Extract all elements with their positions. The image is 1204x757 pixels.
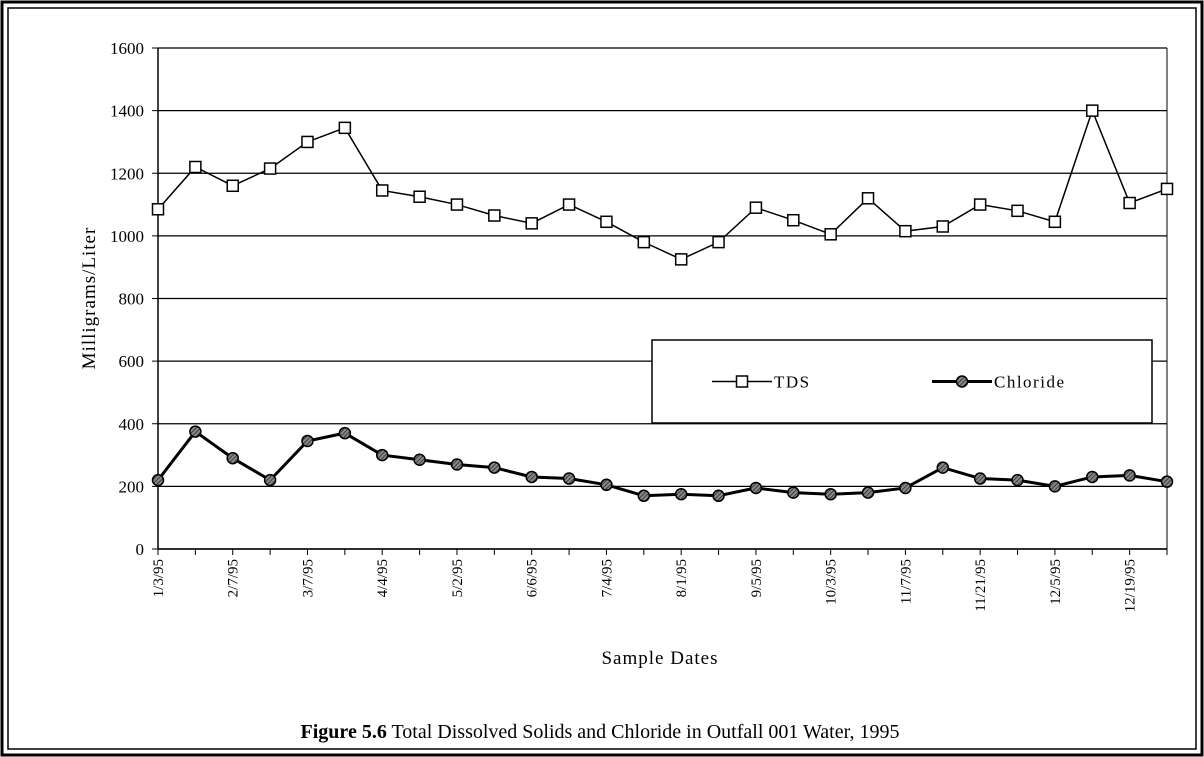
marker-circle	[525, 470, 538, 484]
x-tick-label: 12/5/95	[1048, 559, 1064, 605]
marker-square	[1048, 215, 1062, 229]
marker-circle	[973, 472, 987, 485]
marker-square	[861, 192, 875, 205]
marker-square	[375, 184, 389, 197]
y-tick-label: 200	[119, 477, 145, 496]
marker-circle	[1011, 473, 1024, 487]
marker-circle	[787, 486, 800, 499]
caption: Figure 5.6 Total Dissolved Solids and Ch…	[301, 721, 900, 743]
caption-label: Figure 5.6	[301, 721, 387, 743]
marker-square	[562, 198, 576, 211]
marker-square	[824, 228, 837, 241]
x-tick-label: 12/19/95	[1123, 559, 1139, 612]
marker-square	[1123, 196, 1136, 210]
marker-square	[787, 213, 800, 227]
marker-square	[712, 235, 725, 249]
marker-circle	[301, 434, 314, 448]
marker-square	[674, 253, 688, 266]
marker-circle	[824, 487, 837, 501]
x-tick-label: 8/1/95	[674, 559, 690, 597]
marker-square	[525, 217, 538, 230]
marker-square	[338, 121, 352, 135]
marker-circle	[899, 481, 912, 495]
caption-text: Total Dissolved Solids and Chloride in O…	[391, 721, 899, 743]
marker-circle	[413, 453, 426, 467]
legend-label: Chloride	[994, 373, 1066, 392]
marker-square	[189, 160, 202, 174]
marker-circle	[151, 473, 165, 487]
marker-square	[1160, 182, 1174, 196]
x-tick-label: 2/7/95	[226, 559, 242, 597]
series-line	[156, 429, 1168, 498]
x-tick-label: 1/3/95	[151, 559, 167, 597]
marker-circle	[375, 448, 389, 462]
marker-square	[600, 215, 613, 229]
marker-circle	[712, 489, 725, 503]
marker-square	[151, 203, 165, 216]
x-tick-label: 6/6/95	[525, 559, 541, 597]
marker-square	[450, 198, 464, 211]
marker-circle	[674, 487, 688, 501]
legend-marker	[735, 375, 749, 388]
marker-square	[973, 198, 987, 211]
y-tick-label: 1000	[110, 227, 144, 246]
marker-square	[899, 224, 912, 238]
y-axis-label: Milligrams/Liter	[79, 227, 100, 370]
x-tick-label: 11/7/95	[898, 559, 914, 604]
marker-square	[936, 220, 950, 233]
marker-square	[488, 209, 501, 222]
y-tick-label: 800	[119, 290, 145, 309]
marker-circle	[189, 425, 202, 438]
x-tick-label: 9/5/95	[749, 559, 765, 597]
marker-circle	[936, 461, 950, 474]
marker-circle	[637, 489, 651, 503]
x-tick-label: 10/3/95	[824, 559, 840, 605]
marker-circle	[488, 461, 501, 474]
marker-square	[1011, 204, 1024, 218]
marker-circle	[1123, 469, 1136, 482]
x-tick-label: 5/2/95	[450, 559, 466, 597]
x-tick-label: 7/4/95	[599, 559, 615, 597]
legend-marker	[955, 375, 969, 388]
y-tick-label: 400	[119, 415, 145, 434]
marker-circle	[1086, 470, 1099, 484]
marker-square	[263, 162, 277, 175]
marker-circle	[861, 486, 875, 499]
y-tick-label: 0	[136, 540, 145, 559]
marker-circle	[749, 481, 763, 495]
marker-square	[749, 201, 763, 214]
y-tick-label: 1600	[110, 39, 144, 58]
marker-square	[226, 179, 239, 193]
marker-circle	[263, 473, 277, 487]
marker-circle	[1160, 475, 1174, 488]
x-tick-label: 3/7/95	[300, 559, 316, 597]
y-tick-label: 600	[119, 352, 145, 371]
marker-circle	[1048, 480, 1062, 493]
series-line	[157, 108, 1168, 261]
marker-circle	[600, 478, 613, 492]
marker-circle	[338, 426, 352, 440]
x-axis-label: Sample Dates	[601, 648, 718, 669]
marker-circle	[450, 458, 464, 471]
y-tick-label: 1400	[110, 102, 144, 121]
x-tick-label: 11/21/95	[973, 559, 989, 612]
legend-label: TDS	[774, 373, 811, 392]
y-tick-label: 1200	[110, 164, 144, 183]
marker-circle	[562, 472, 576, 485]
marker-circle	[226, 451, 239, 465]
inner-frame	[7, 7, 1197, 750]
x-tick-label: 4/4/95	[375, 559, 391, 597]
marker-square	[1086, 104, 1099, 117]
marker-square	[413, 190, 426, 203]
marker-square	[637, 235, 651, 249]
marker-square	[301, 135, 314, 149]
